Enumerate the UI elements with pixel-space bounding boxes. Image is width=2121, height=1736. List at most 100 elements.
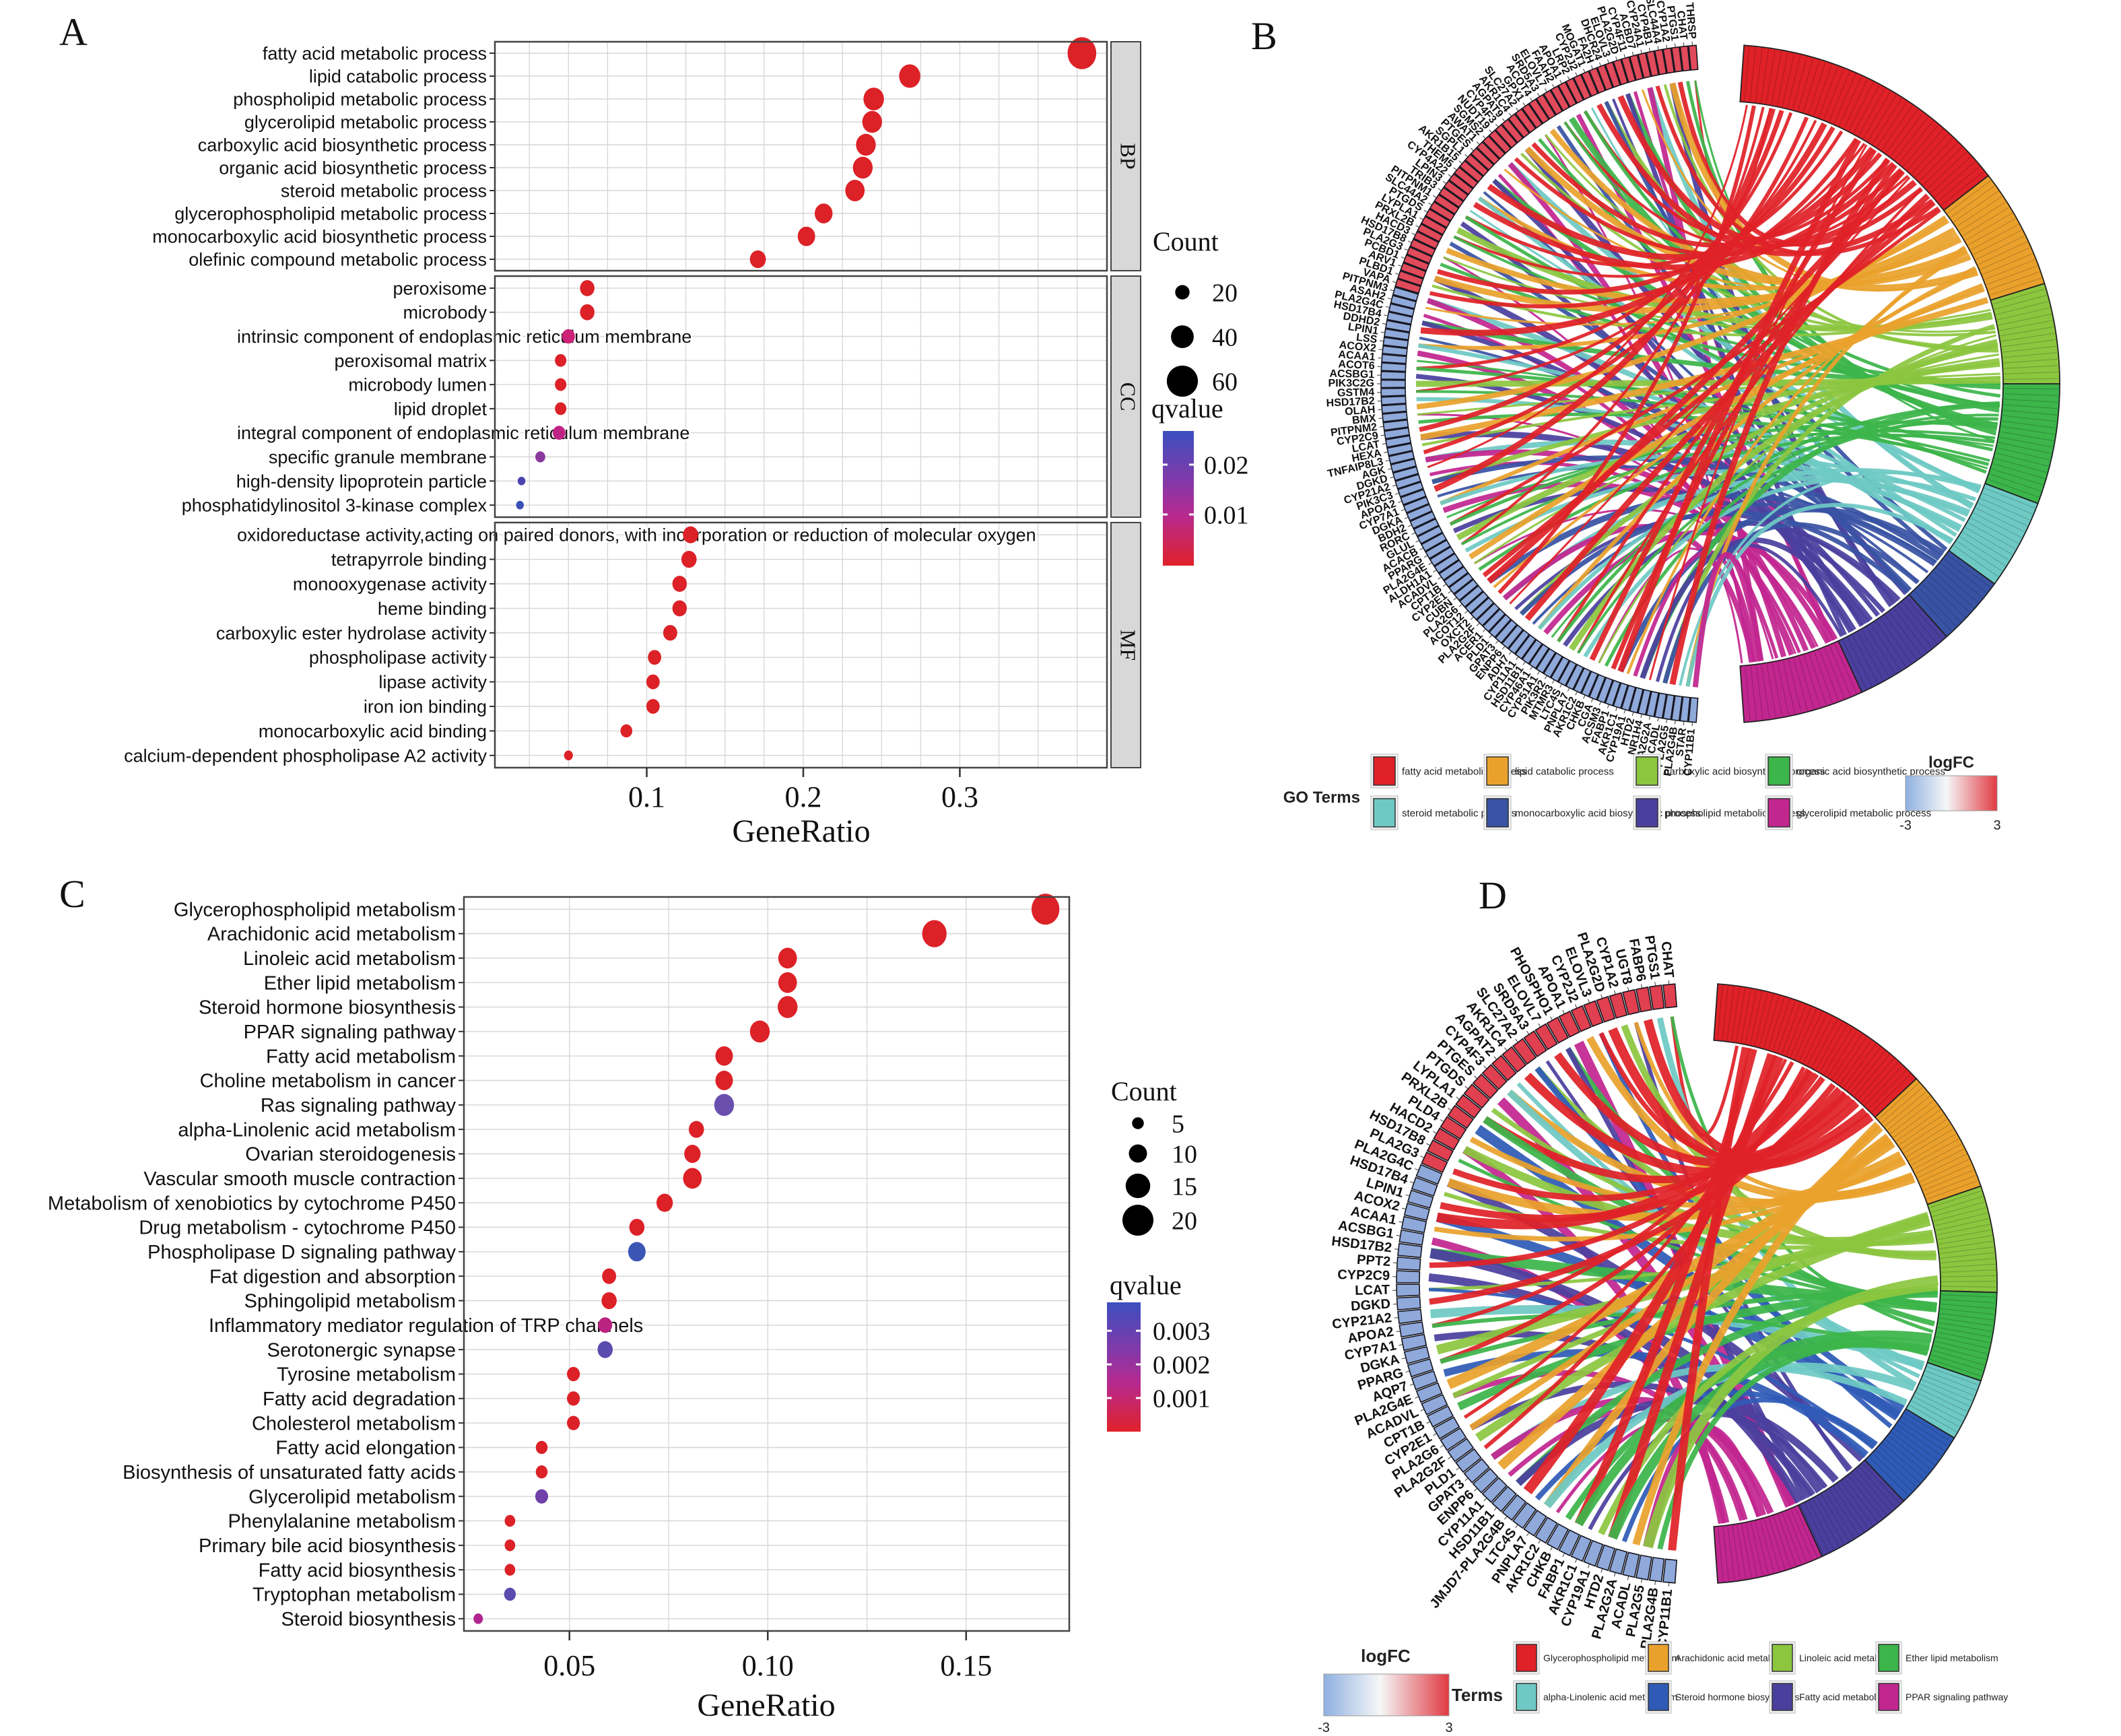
sector-texture-line [1941, 1269, 1996, 1273]
gene-tick [1453, 597, 1457, 601]
gene-tick [1405, 1370, 1410, 1373]
count-legend-title: Count [1153, 226, 1219, 257]
gene-tick [1550, 1546, 1553, 1551]
chord-ribbon [1483, 1090, 1848, 1184]
gene-tick [1544, 675, 1547, 679]
gene-segment [1448, 173, 1474, 195]
category-label: Ovarian steroidogenesis [245, 1144, 456, 1166]
gene-segment [1382, 411, 1408, 423]
count-legend-dot [1129, 1144, 1147, 1163]
data-point [598, 1317, 613, 1333]
gene-tick [1502, 118, 1506, 122]
data-point [688, 1121, 704, 1138]
chord-ribbons [1428, 1016, 1939, 1551]
sector-texture-line [1941, 1258, 1995, 1263]
sector-texture-line [1843, 1044, 1877, 1088]
gene-segment [1421, 1393, 1448, 1415]
gene-tick [1385, 306, 1390, 308]
gene-segment [1392, 466, 1419, 481]
sector-texture-line [1813, 64, 1832, 116]
sector-texture-line [1781, 1003, 1801, 1054]
count-legend-value: 20 [1172, 1207, 1197, 1235]
gene-tick [1464, 154, 1469, 158]
sector-texture-line [1798, 657, 1815, 709]
gene-tick [1544, 88, 1547, 93]
legend-C: Count 510 15 20 qvalue 0.003 0.002 0.001 [1107, 1076, 1211, 1432]
go-term-legend-item: Fatty acid metabolism [1769, 1680, 1891, 1714]
qvalue-gradient-bar [1107, 1302, 1141, 1432]
gene-segment [1438, 559, 1464, 581]
gene-tick [1495, 640, 1499, 644]
gene-segment [1535, 1516, 1558, 1544]
sector-texture-line [1894, 116, 1928, 160]
sector-texture-line [1962, 207, 2009, 236]
sector-texture-line [1901, 601, 1937, 644]
gene-segment [1447, 1104, 1475, 1129]
sector-texture-line [2000, 431, 2054, 442]
gene-segment [1629, 687, 1644, 714]
gene-tick [1623, 54, 1626, 59]
sector-texture-line [1823, 1028, 1853, 1075]
data-point [562, 329, 575, 344]
gene-segment [1433, 1127, 1460, 1151]
gene-tick [1415, 1168, 1419, 1171]
sector-texture-line [1992, 288, 2045, 305]
gene-segment [1396, 1296, 1421, 1311]
category-label: Fat digestion and absorption [209, 1266, 456, 1288]
category-label: monocarboxylic acid biosynthetic process [152, 226, 487, 246]
gene-segment [1573, 73, 1592, 100]
chord-ribbon [1670, 1016, 1934, 1333]
gene-segment [1573, 667, 1592, 694]
sector-texture-line [1811, 1019, 1838, 1067]
sector-texture-line [1899, 1114, 1944, 1145]
sector-texture-line [1936, 1336, 1989, 1349]
qvalue-gradient-bar [1163, 431, 1194, 566]
gene-tick [1380, 434, 1385, 436]
sector-texture-line [2002, 415, 2056, 422]
data-point [535, 1465, 548, 1479]
gene-tick [1654, 982, 1656, 987]
gene-segment [1570, 1005, 1592, 1032]
category-label: Ras signaling pathway [261, 1095, 457, 1116]
gene-segment [1386, 311, 1413, 325]
sector-texture-line [2002, 420, 2056, 429]
sector-texture-line [1887, 1096, 1930, 1131]
sector-texture-line [1937, 166, 1980, 202]
facet-BP: fatty acid metabolic process lipid catabo… [151, 37, 1141, 272]
category-label: Ether lipid metabolism [264, 972, 456, 994]
chord-diagram-B: THRSPCHATPTGS1CYP1A2SLC44A4CYP4B1CYP24A1… [1326, 0, 2060, 777]
data-point [715, 1071, 733, 1090]
count-legend-dot [1171, 325, 1194, 348]
chord-ribbon [1474, 353, 1999, 564]
gene-tick [1404, 248, 1409, 251]
gene-tick [1587, 999, 1590, 1003]
gene-segment [1679, 45, 1691, 72]
sector-texture-line [1926, 579, 1965, 617]
gene-segment [1557, 81, 1578, 108]
gene-tick [1396, 1234, 1401, 1236]
sector-texture-line [1926, 1180, 1978, 1200]
category-label: Fatty acid biosynthesis [259, 1560, 456, 1581]
category-label: PPAR signaling pathway [244, 1022, 457, 1043]
gene-segment [1514, 634, 1537, 660]
chord-ribbon [1643, 1275, 1939, 1549]
sector-texture-line [1840, 1040, 1872, 1085]
chord-ribbon [1589, 148, 1877, 661]
sector-texture-line [1722, 1527, 1729, 1581]
chord-ribbons [1415, 80, 2001, 688]
gene-segment [1557, 660, 1578, 687]
gene-segment [1425, 208, 1451, 229]
gene-tick [1458, 160, 1462, 164]
sector-texture-line [1873, 1453, 1912, 1492]
sector-texture-line [1749, 47, 1756, 102]
gene-tick [1530, 98, 1533, 102]
gene-segment [1472, 1073, 1499, 1100]
facet-strip-label: BP [1116, 143, 1141, 169]
sector-texture-line [1808, 62, 1826, 114]
gene-segment [1613, 59, 1629, 86]
sector-texture-line [1862, 91, 1891, 139]
x-axis-title: GeneRatio [732, 813, 870, 849]
sector-texture-line [1750, 1522, 1763, 1576]
gene-segment [1464, 154, 1489, 177]
